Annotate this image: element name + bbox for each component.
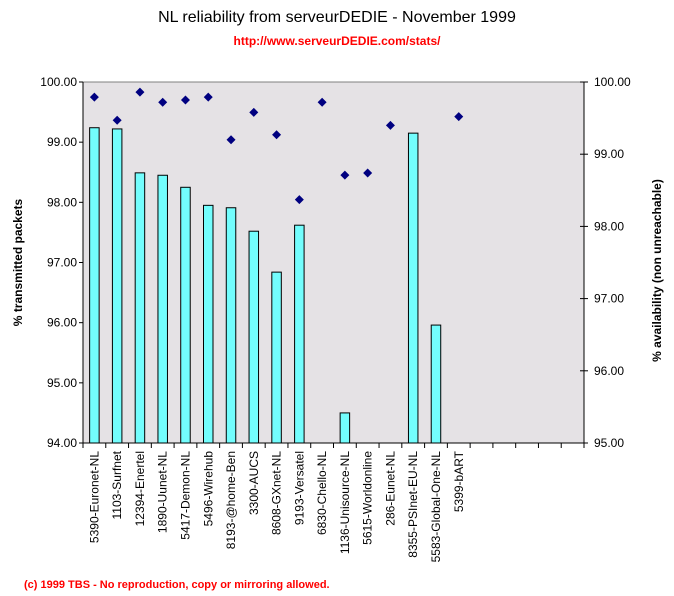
category-label: 3300-AUCS: [247, 451, 261, 515]
copyright-footer: (c) 1999 TBS - No reproduction, copy or …: [24, 579, 330, 591]
bar: [430, 324, 442, 444]
bar: [407, 132, 419, 444]
category-label: 8608-GXnet-NL: [270, 451, 284, 535]
y2-tick-label: 98.00: [594, 219, 624, 233]
availability-marker: [249, 107, 259, 117]
category-labels: 5390-Euronet-NL 1103-Surfnet 12394-Enertel…: [87, 450, 465, 562]
availability-marker: [180, 95, 190, 105]
y2-tick-label: 96.00: [594, 364, 624, 378]
availability-marker: [317, 97, 327, 107]
availability-marker: [89, 92, 99, 102]
y2-tick-label: 99.00: [594, 147, 624, 161]
y2-axis-title: % availability (non unreachable): [650, 179, 664, 362]
availability-marker: [363, 168, 373, 178]
category-label: 1103-Surfnet: [110, 450, 124, 519]
y2-tick-label: 95.00: [594, 436, 624, 450]
bar: [111, 128, 123, 444]
category-label: 5390-Euronet-NL: [87, 451, 101, 543]
chart-subtitle-link[interactable]: http://www.serveurDEDIE.com/stats/: [233, 34, 441, 48]
bar: [157, 174, 168, 444]
marker-series: [89, 87, 464, 205]
y-tick-label: 97.00: [47, 256, 77, 270]
category-label: 6830-Chello-NL: [315, 451, 329, 535]
category-label: 8193-@home-Ben: [224, 451, 238, 549]
y-tick-label: 100.00: [40, 75, 77, 89]
bar: [180, 186, 191, 444]
category-label: 1136-Unisource-NL: [338, 451, 352, 554]
category-label: 5417-Demon-NL: [178, 451, 192, 540]
bar: [225, 207, 237, 444]
bar: [134, 172, 146, 444]
y-tick-label: 98.00: [47, 195, 77, 209]
availability-marker: [340, 170, 350, 180]
availability-marker: [294, 195, 304, 205]
availability-marker: [203, 92, 213, 102]
tick-labels: 94.00 95.00 96.00 97.00 98.00 99.00 100.00 95.0…: [40, 75, 631, 450]
bar: [203, 204, 214, 444]
bar: [89, 127, 100, 444]
chart-title: NL reliability from serveurDEDIE - Novem…: [158, 9, 516, 26]
bar: [339, 412, 351, 444]
availability-marker: [135, 87, 145, 97]
category-label: 5496-Wirehub: [201, 451, 215, 527]
category-label: 5615-Worldonline: [361, 451, 375, 545]
y2-tick-label: 97.00: [594, 292, 624, 306]
category-label: 12394-Enertel: [133, 451, 147, 526]
availability-marker: [158, 97, 168, 107]
category-label: 1890-Uunet-NL: [156, 451, 170, 533]
availability-marker: [226, 135, 236, 145]
category-label: 5399-bART: [452, 450, 466, 512]
bar: [248, 230, 260, 444]
category-label: 5583-Global-One-NL: [429, 451, 443, 563]
availability-marker: [454, 112, 464, 122]
category-label: 9193-Versatel: [292, 451, 306, 525]
bar: [294, 224, 305, 444]
axes: [79, 81, 588, 448]
availability-marker: [385, 120, 395, 130]
y-tick-label: 99.00: [47, 135, 77, 149]
y-tick-label: 96.00: [47, 316, 77, 330]
availability-marker: [272, 130, 282, 140]
bar: [271, 271, 282, 444]
y2-tick-label: 100.00: [594, 75, 631, 89]
category-label: 286-Eunet-NL: [383, 451, 397, 526]
availability-marker: [112, 115, 122, 125]
y-axis-title: % transmitted packets: [11, 198, 25, 326]
y-tick-label: 94.00: [47, 436, 77, 450]
y-tick-label: 95.00: [47, 376, 77, 390]
category-label: 8355-PSInet-EU-NL: [406, 451, 420, 558]
